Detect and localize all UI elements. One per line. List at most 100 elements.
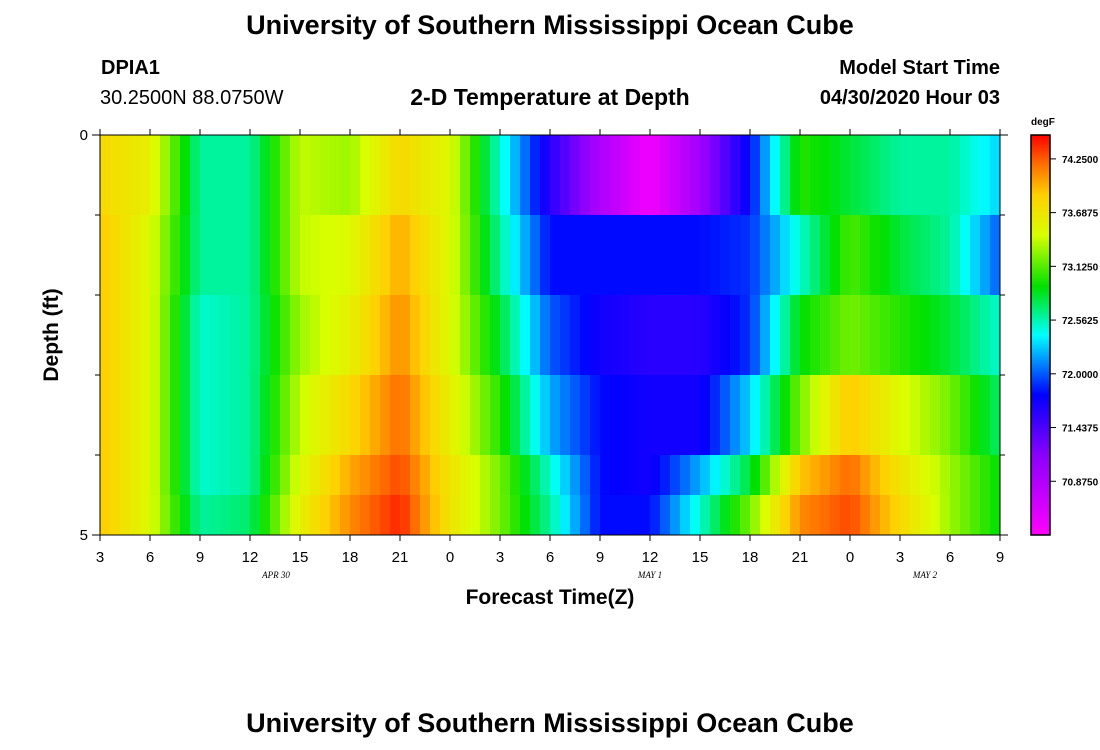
heatmap-cell <box>900 255 911 296</box>
heatmap-cell <box>650 415 661 456</box>
heatmap-cell <box>110 175 121 216</box>
heatmap-cell <box>500 495 511 536</box>
heatmap-cell <box>610 455 621 496</box>
heatmap-cell <box>230 175 241 216</box>
heatmap-cell <box>530 415 541 456</box>
heatmap-cell <box>670 415 681 456</box>
heatmap-cell <box>400 135 411 176</box>
heatmap-cell <box>350 295 361 336</box>
heatmap-cell <box>850 495 861 536</box>
heatmap-cell <box>290 135 301 176</box>
heatmap-cell <box>300 335 311 376</box>
heatmap-cell <box>310 375 321 416</box>
heatmap-cell <box>230 255 241 296</box>
x-axis-label: Forecast Time(Z) <box>466 586 635 609</box>
heatmap-cell <box>560 215 571 256</box>
heatmap-cell <box>330 335 341 376</box>
heatmap-cell <box>180 375 191 416</box>
heatmap-cell <box>800 375 811 416</box>
heatmap-cell <box>440 375 451 416</box>
heatmap-cell <box>890 415 901 456</box>
heatmap-cell <box>440 255 451 296</box>
heatmap-cell <box>310 295 321 336</box>
heatmap-cell <box>850 335 861 376</box>
heatmap-cell <box>850 255 861 296</box>
heatmap-cell <box>160 255 171 296</box>
heatmap-cell <box>550 495 561 536</box>
heatmap-cell <box>400 495 411 536</box>
heatmap-cell <box>600 495 611 536</box>
heatmap-cell <box>850 295 861 336</box>
heatmap-cell <box>520 415 531 456</box>
heatmap-cell <box>830 295 841 336</box>
heatmap-cell <box>410 455 421 496</box>
heatmap-cell <box>470 135 481 176</box>
heatmap-cell <box>810 415 821 456</box>
heatmap-cell <box>520 495 531 536</box>
heatmap-cell <box>200 175 211 216</box>
heatmap-cell <box>420 135 431 176</box>
heatmap-cell <box>110 255 121 296</box>
heatmap-cell <box>420 335 431 376</box>
heatmap-cell <box>990 375 1001 416</box>
heatmap-cell <box>660 175 671 216</box>
heatmap-cell <box>710 215 721 256</box>
heatmap-cell <box>630 175 641 216</box>
heatmap-cell <box>260 295 271 336</box>
heatmap-cell <box>920 175 931 216</box>
heatmap-cell <box>620 415 631 456</box>
heatmap-cell <box>110 375 121 416</box>
heatmap-cell <box>700 335 711 376</box>
heatmap-cell <box>940 135 951 176</box>
heatmap-cell <box>880 455 891 496</box>
heatmap-cell <box>690 455 701 496</box>
heatmap-cell <box>640 255 651 296</box>
heatmap-cell <box>590 295 601 336</box>
x-tick-label: 12 <box>242 549 259 566</box>
heatmap-cell <box>260 495 271 536</box>
heatmap-cell <box>280 415 291 456</box>
heatmap-cell <box>240 455 251 496</box>
x-tick-label: 9 <box>996 549 1004 566</box>
heatmap-cell <box>270 175 281 216</box>
heatmap-cell <box>990 215 1001 256</box>
heatmap-cell <box>760 415 771 456</box>
heatmap-cell <box>970 215 981 256</box>
heatmap-cell <box>790 335 801 376</box>
heatmap-cell <box>430 175 441 216</box>
heatmap-cell <box>110 495 121 536</box>
heatmap-cell <box>760 295 771 336</box>
heatmap-cell <box>650 175 661 216</box>
heatmap-cell <box>360 175 371 216</box>
heatmap-cell <box>510 495 521 536</box>
heatmap-cell <box>700 175 711 216</box>
heatmap-cell <box>100 495 111 536</box>
heatmap-cell <box>750 255 761 296</box>
heatmap-cell <box>120 215 131 256</box>
heatmap-cell <box>770 215 781 256</box>
heatmap-cell <box>990 335 1001 376</box>
heatmap-cell <box>460 215 471 256</box>
heatmap-cell <box>310 215 321 256</box>
heatmap-cell <box>180 175 191 216</box>
heatmap-cell <box>150 215 161 256</box>
heatmap-cell <box>520 375 531 416</box>
heatmap-cell <box>740 455 751 496</box>
heatmap-cell <box>700 455 711 496</box>
heatmap-cell <box>200 455 211 496</box>
heatmap-cell <box>130 415 141 456</box>
heatmap-cell <box>320 455 331 496</box>
heatmap-cell <box>860 455 871 496</box>
x-tick-label: 0 <box>846 549 854 566</box>
heatmap-cell <box>450 135 461 176</box>
heatmap-cell <box>890 495 901 536</box>
heatmap-cell <box>770 335 781 376</box>
heatmap-cell <box>330 375 341 416</box>
heatmap-cell <box>370 135 381 176</box>
heatmap-cell <box>130 335 141 376</box>
heatmap-cell <box>430 335 441 376</box>
heatmap-cell <box>790 455 801 496</box>
x-tick-label: 9 <box>196 549 204 566</box>
heatmap-cell <box>520 215 531 256</box>
